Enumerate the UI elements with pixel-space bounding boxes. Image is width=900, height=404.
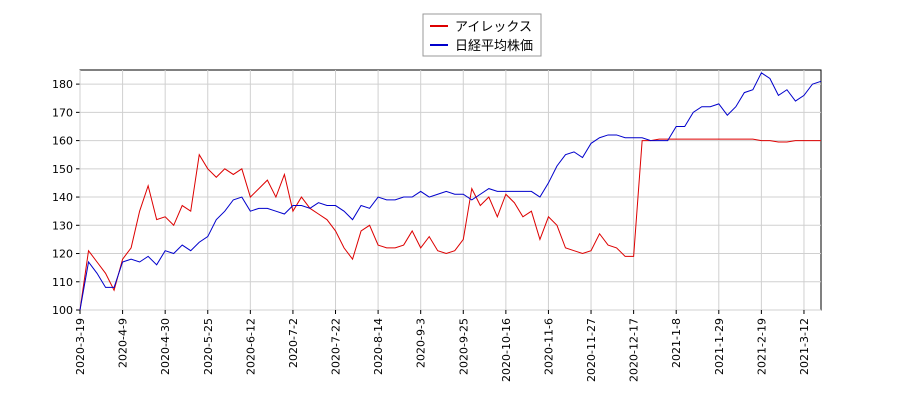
legend-label: アイレックス: [455, 20, 532, 35]
y-tick-label: 120: [52, 248, 73, 261]
x-tick-label: 2020-9-3: [415, 318, 428, 368]
x-tick-label: 2020-5-25: [202, 318, 215, 375]
y-tick-label: 130: [52, 219, 73, 232]
x-tick-label: 2020-9-25: [457, 318, 470, 375]
x-tick-label: 2021-3-12: [798, 318, 811, 375]
x-tick-label: 2021-1-29: [713, 318, 726, 375]
x-tick-label: 2020-7-22: [330, 318, 343, 375]
legend-label: 日経平均株価: [455, 39, 533, 54]
legend-box: [422, 13, 542, 57]
x-tick-label: 2020-4-30: [159, 318, 172, 375]
x-tick-label: 2020-11-27: [585, 318, 598, 382]
plot-frame: [79, 69, 822, 311]
x-tick-label: 2021-2-19: [755, 318, 768, 375]
x-tick-label: 2020-12-17: [628, 318, 641, 382]
x-tick-label: 2020-6-12: [244, 318, 257, 375]
x-tick-label: 2020-7-2: [287, 318, 300, 368]
y-tick-label: 110: [52, 276, 73, 289]
x-tick-label: 2020-3-19: [74, 318, 87, 375]
y-tick-label: 100: [52, 304, 73, 317]
series-line: [79, 72, 822, 311]
x-tick-label: 2020-4-9: [117, 318, 130, 368]
y-tick-label: 180: [52, 78, 73, 91]
x-tick-label: 2021-1-8: [670, 318, 683, 368]
y-tick-label: 170: [52, 106, 73, 119]
series-line: [79, 138, 821, 311]
x-tick-label: 2020-8-14: [372, 318, 385, 375]
y-tick-label: 150: [52, 163, 73, 176]
y-tick-label: 160: [52, 135, 73, 148]
y-tick-label: 140: [52, 191, 73, 204]
x-tick-label: 2020-11-6: [542, 318, 555, 375]
x-tick-label: 2020-10-16: [500, 318, 513, 382]
